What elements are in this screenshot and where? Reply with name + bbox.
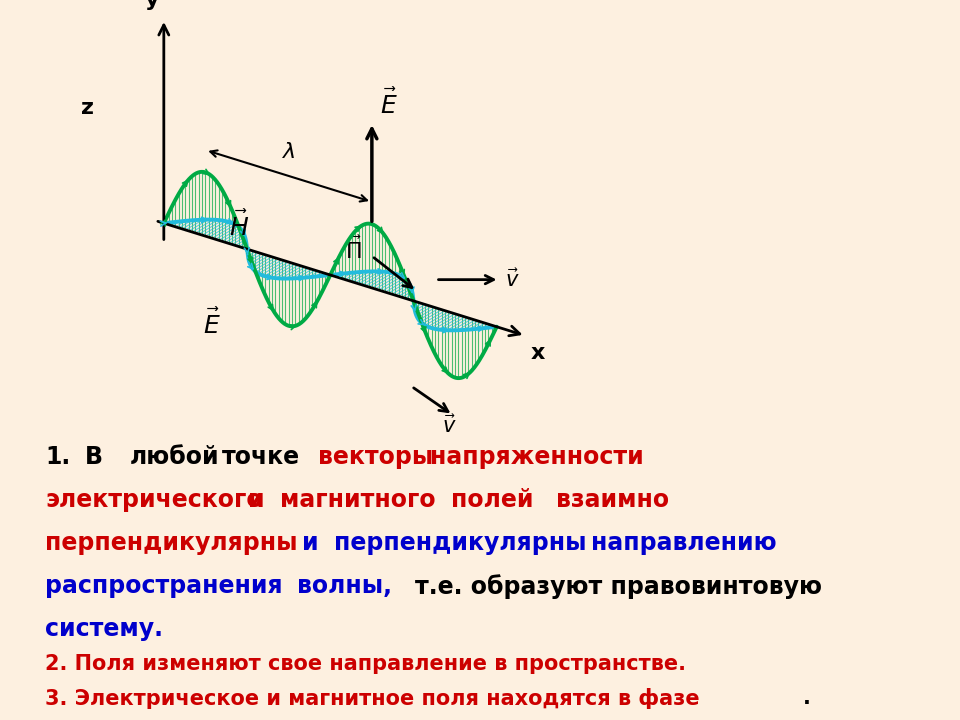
Text: 3. Электрическое и магнитное поля находятся в фазе: 3. Электрическое и магнитное поля находя… <box>45 688 700 709</box>
Text: 2. Поля изменяют свое направление в пространстве.: 2. Поля изменяют свое направление в прос… <box>45 654 686 674</box>
Text: перпендикулярны: перпендикулярны <box>45 531 298 555</box>
Text: распространения: распространения <box>45 574 282 598</box>
Text: магнитного: магнитного <box>280 488 436 512</box>
Text: напряженности: напряженности <box>430 445 644 469</box>
Text: $\lambda$: $\lambda$ <box>281 142 296 162</box>
Text: систему.: систему. <box>45 617 163 641</box>
Text: В: В <box>85 445 103 469</box>
Text: $\vec{H}$: $\vec{H}$ <box>229 210 250 240</box>
Text: $\vec{E}$: $\vec{E}$ <box>379 89 397 119</box>
Text: y: y <box>144 0 158 9</box>
Text: z: z <box>81 98 94 118</box>
Text: $\vec{\Pi}$: $\vec{\Pi}$ <box>345 236 362 264</box>
Text: полей: полей <box>451 488 534 512</box>
Text: направлению: направлению <box>591 531 777 555</box>
Text: волны,: волны, <box>297 574 392 598</box>
Text: $\vec{v}$: $\vec{v}$ <box>443 414 457 437</box>
Text: перпендикулярны: перпендикулярны <box>334 531 587 555</box>
Text: и: и <box>248 488 265 512</box>
Text: любой: любой <box>130 445 220 469</box>
Text: т.е. образуют правовинтовую: т.е. образуют правовинтовую <box>415 574 822 599</box>
Text: $\vec{v}$: $\vec{v}$ <box>505 269 519 291</box>
Text: электрического: электрического <box>45 488 263 512</box>
Text: 1.: 1. <box>45 445 70 469</box>
Text: $\vec{E}$: $\vec{E}$ <box>204 310 221 339</box>
Text: взаимно: взаимно <box>556 488 669 512</box>
Text: и: и <box>302 531 319 555</box>
Text: .: . <box>803 688 811 708</box>
Text: векторы: векторы <box>318 445 433 469</box>
Text: точке: точке <box>222 445 300 469</box>
Text: x: x <box>531 343 545 363</box>
